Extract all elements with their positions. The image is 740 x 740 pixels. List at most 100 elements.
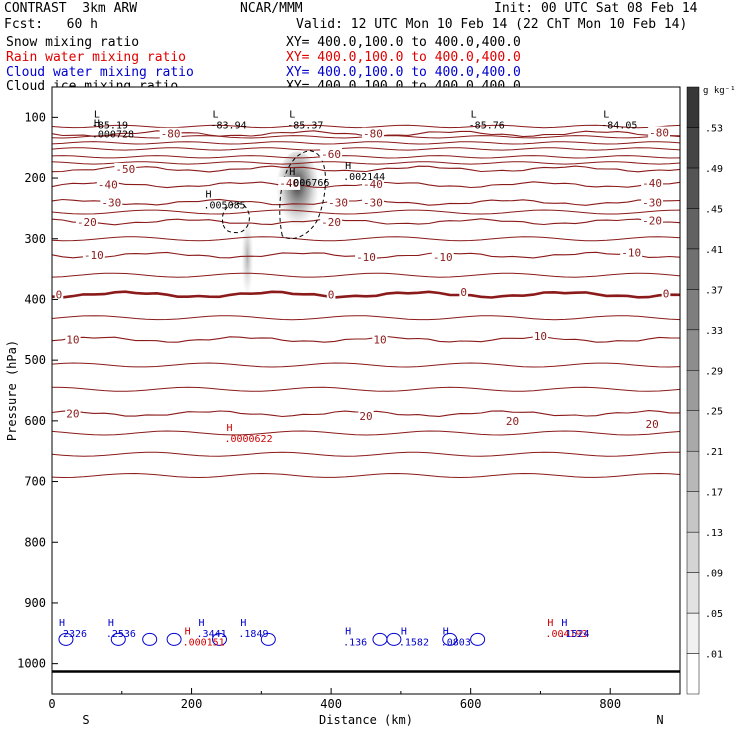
snow-extremum-value: .005085	[204, 200, 246, 211]
colorbar-label: .45	[705, 204, 723, 215]
temperature-label-bg	[358, 409, 374, 423]
snow-extremum-L: L	[603, 109, 609, 120]
colorbar-step	[686, 127, 700, 169]
temperature-label-bg	[644, 417, 660, 431]
snow-extremum-value: .000728	[92, 129, 134, 140]
temperature-label: 0	[328, 289, 335, 302]
temperature-label-bg	[65, 333, 81, 347]
temperature-label-bg	[159, 127, 182, 141]
temperature-label-bg	[65, 407, 81, 421]
colorbar-step	[686, 208, 700, 250]
temperature-label: -30	[328, 196, 348, 209]
plot-frame	[51, 86, 681, 695]
temperature-contour-line	[51, 236, 681, 242]
temperature-label: -10	[621, 247, 641, 260]
field-snow-name: Snow mixing ratio	[6, 35, 140, 50]
temperature-label-bg	[320, 215, 343, 229]
cloud-water-extremum-value: .1582	[399, 638, 429, 649]
x-axis-label: Distance (km)	[319, 713, 413, 727]
colorbar-step	[686, 248, 700, 290]
cloud-water-extremum-value: .0803	[441, 638, 471, 649]
snow-extremum-value: -84.05	[601, 120, 637, 131]
temperature-label-bg	[641, 214, 664, 228]
colorbar-step	[686, 531, 700, 573]
cloud-water-extremum-value: .2326	[57, 629, 87, 640]
cloud-water-extremum-H: H	[561, 618, 567, 629]
temperature-label: 10	[66, 334, 79, 347]
temperature-label: 0	[460, 286, 467, 299]
y-tick-label: 900	[24, 596, 46, 610]
temperature-label-bg	[355, 250, 377, 264]
colorbar-label: .49	[705, 164, 723, 175]
temperature-label-bg	[362, 178, 384, 192]
colorbar-step	[686, 450, 700, 492]
y-tick-label: 600	[24, 414, 46, 428]
temperature-contour-line	[51, 430, 681, 436]
cloud-water-contour	[110, 632, 126, 646]
snow-extremum-L: L	[289, 109, 295, 120]
snow-extremum-value: .006766	[287, 178, 329, 189]
cloud-water-contour	[260, 632, 276, 646]
rain-extremum-H: H	[547, 618, 553, 629]
temperature-label-bg	[661, 287, 671, 301]
snow-extremum-H: H	[289, 167, 295, 178]
forecast-hour: Fcst: 60 h	[4, 17, 98, 32]
snow-extremum-value: -85.19	[92, 120, 128, 131]
temperature-label-bg	[75, 215, 98, 229]
cloud-water-extremum-H: H	[401, 627, 407, 638]
colorbar-unit: g kg⁻¹	[703, 86, 736, 96]
field-cloud-water-name: Cloud water mixing ratio	[6, 65, 194, 80]
colorbar-label: .21	[705, 447, 723, 458]
valid-time: Valid: 12 UTC Mon 10 Feb 14 (22 ChT Mon …	[296, 17, 688, 32]
cloud-ice-contour	[279, 150, 326, 239]
colorbar-label: .29	[705, 366, 723, 377]
temperature-contour-line	[51, 141, 681, 145]
temperature-label: -40	[363, 178, 383, 191]
temperature-contour-line	[51, 155, 681, 159]
temperature-label-bg	[54, 288, 64, 302]
temperature-label-bg	[100, 196, 123, 210]
snow-extremum-value: .002144	[343, 172, 385, 183]
temperature-label: -30	[101, 196, 121, 209]
colorbar-step	[686, 329, 700, 371]
cloud-water-extremum-value: .1849	[238, 629, 268, 640]
temperature-contour--50	[51, 165, 681, 173]
colorbar-step	[686, 410, 700, 452]
temperature-contour-line	[51, 147, 681, 151]
temperature-contour-line	[51, 272, 681, 278]
temperature-label-bg	[326, 288, 336, 302]
x-tick-label: 800	[599, 697, 621, 711]
temperature-label-bg	[532, 329, 549, 343]
y-tick-label: 200	[24, 171, 46, 185]
temperature-label: -10	[356, 251, 376, 264]
temperature-label: 20	[66, 408, 79, 421]
rain-extremum-value: .0000622	[224, 434, 272, 445]
temperature-label: 0	[56, 289, 63, 302]
snow-extremum-value: -83.94	[210, 120, 246, 131]
y-tick-label: 400	[24, 292, 46, 306]
temperature-label: 20	[359, 410, 372, 423]
temperature-label-bg	[327, 196, 350, 210]
colorbar-step	[686, 370, 700, 411]
temperature-label-bg	[114, 162, 137, 176]
temperature-label: -30	[642, 196, 662, 209]
y-tick-label: 700	[24, 475, 46, 489]
snow-extremum-H: H	[94, 118, 100, 129]
temperature-label-bg	[372, 333, 388, 347]
temperature-contour-0	[51, 290, 681, 299]
temperature-contour-line	[51, 124, 681, 129]
temperature-label: -80	[363, 128, 383, 141]
snow-extremum-value: -85.37	[287, 120, 323, 131]
snow-extremum-L: L	[94, 109, 100, 120]
temperature-label-bg	[641, 176, 664, 190]
temperature-contour-line	[51, 315, 681, 321]
cloud-water-extremum-value: .3441	[197, 629, 227, 640]
y-tick-label: 300	[24, 232, 46, 246]
x-tick-label: 400	[320, 697, 342, 711]
colorbar-step	[686, 572, 700, 614]
temperature-label: 10	[373, 334, 386, 347]
cloud-water-contour	[442, 632, 458, 646]
temperature-contour-line	[51, 472, 681, 479]
temperature-label-bg	[320, 147, 343, 161]
temperature-label: 20	[506, 415, 519, 428]
